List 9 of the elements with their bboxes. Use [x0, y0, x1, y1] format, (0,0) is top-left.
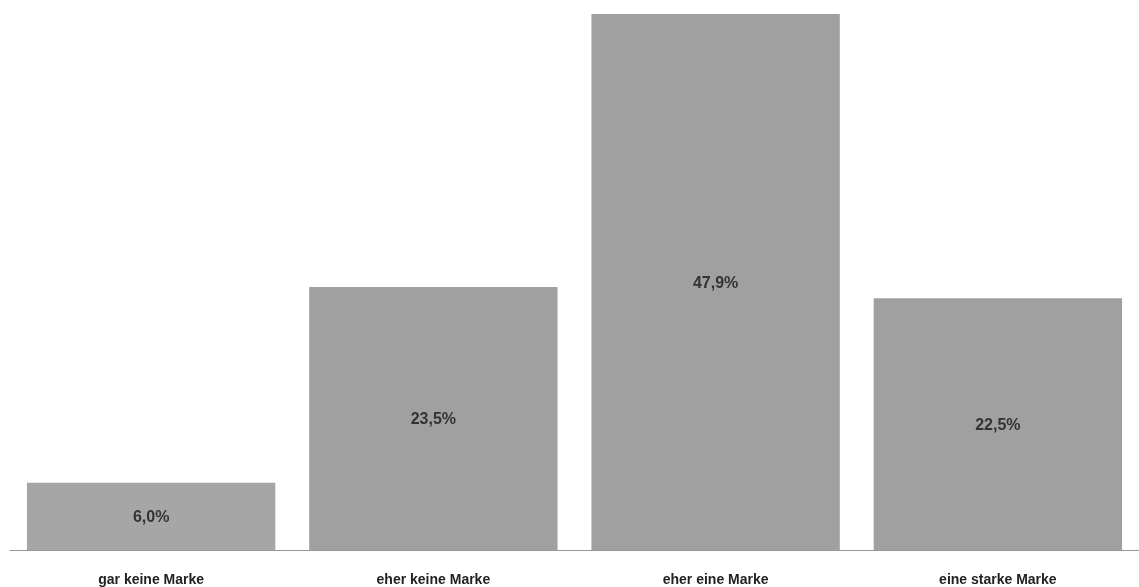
data-label: 6,0% — [132, 507, 170, 525]
x-tick-label: eher eine Marke — [662, 571, 769, 587]
x-tick-label: eher keine Marke — [376, 571, 491, 587]
x-tick-label: gar keine Marke — [98, 571, 205, 587]
data-label: 47,9% — [692, 273, 739, 291]
data-label: 23,5% — [410, 410, 457, 428]
bar — [26, 482, 276, 550]
data-label: 22,5% — [975, 415, 1021, 433]
x-tick-label: eine starke Marke — [939, 571, 1057, 587]
